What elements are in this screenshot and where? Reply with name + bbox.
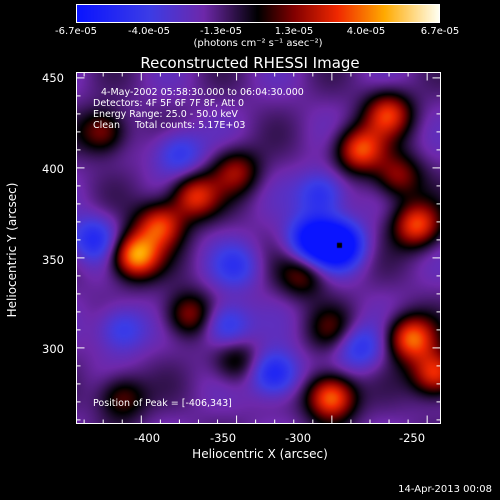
plot-title: Reconstructed RHESSI Image	[140, 54, 360, 72]
peak-position-label: Position of Peak = [-406,343]	[93, 398, 232, 409]
annotation-time: 4-May-2002 05:58:30.000 to 06:04:30.000	[101, 87, 304, 98]
colorbar-tick: -6.7e-05	[55, 26, 97, 37]
colorbar-tick: 6.7e-05	[420, 26, 460, 37]
annotation-counts: Clean Total counts: 5.17E+03	[93, 120, 246, 131]
y-tick-label: 350	[42, 253, 64, 267]
plot-frame	[76, 72, 441, 424]
colorbar-tick: 4.0e-05	[346, 26, 386, 37]
colorbar	[76, 4, 440, 23]
x-tick-label: -350	[209, 431, 237, 445]
annotation-detectors: Detectors: 4F 5F 6F 7F 8F, Att 0	[93, 98, 245, 109]
heatmap-image	[76, 72, 440, 423]
timestamp: 14-Apr-2013 00:08	[398, 484, 492, 495]
y-axis-label: Heliocentric Y (arcsec)	[5, 182, 19, 318]
colorbar-tick: -4.0e-05	[128, 26, 170, 37]
x-tick-label: -250	[398, 431, 426, 445]
y-tick-label: 400	[42, 162, 64, 176]
y-tick-label: 450	[42, 71, 64, 85]
x-tick-label: -400	[133, 431, 161, 445]
annotation-energy: Energy Range: 25.0 - 50.0 keV	[93, 109, 238, 120]
x-axis-label: Heliocentric X (arcsec)	[192, 447, 328, 461]
x-tick-label: -300	[284, 431, 312, 445]
axis-ticks	[76, 72, 441, 424]
y-tick-label: 300	[42, 342, 64, 356]
colorbar-tick: -1.3e-05	[200, 26, 242, 37]
colorbar-unit: (photons cm⁻² s⁻¹ asec⁻²)	[193, 38, 323, 49]
colorbar-tick: 1.3e-05	[274, 26, 314, 37]
